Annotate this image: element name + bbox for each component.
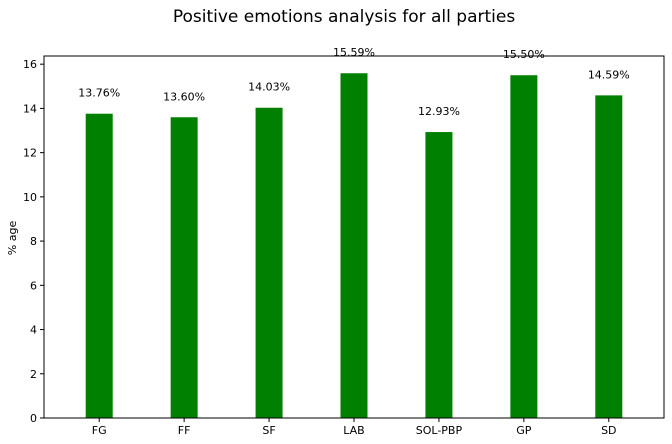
- x-tick-label: LAB: [343, 424, 364, 437]
- data-label: 13.76%: [78, 87, 120, 100]
- bar-series: [85, 73, 623, 419]
- y-tick-label: 4: [30, 324, 37, 337]
- x-tick-label: SOL-PBP: [416, 424, 463, 437]
- data-labels: 13.76% 13.60% 14.03% 15.59% 12.93% 15.50% 14.5…: [78, 46, 630, 118]
- y-tick-label: 16: [23, 58, 37, 71]
- y-tick-label: 12: [23, 147, 37, 160]
- y-tick-label: 2: [30, 368, 37, 381]
- plot-frame: [43, 55, 665, 419]
- y-tick-label: 8: [30, 235, 37, 248]
- data-label: 15.50%: [503, 48, 545, 61]
- bar: [255, 107, 283, 418]
- bar: [510, 75, 538, 418]
- y-tick-label: 14: [23, 102, 37, 115]
- y-tick-label: 0: [30, 412, 37, 425]
- y-tick-label: 10: [23, 191, 37, 204]
- chart-title: Positive emotions analysis for all parti…: [173, 7, 516, 27]
- bar: [425, 132, 453, 418]
- data-label: 15.59%: [333, 46, 375, 59]
- data-label: 14.59%: [588, 68, 630, 81]
- x-tick-label: GP: [516, 424, 532, 437]
- bar: [85, 113, 113, 418]
- bar: [170, 117, 198, 419]
- bar: [595, 95, 623, 419]
- y-axis-ticks: 0 2 4 6 8 10 12 14 16: [23, 58, 44, 425]
- bar: [340, 73, 368, 418]
- y-tick-label: 6: [30, 279, 37, 292]
- x-tick-label: FG: [92, 424, 107, 437]
- x-axis-ticks: FG FF SF LAB SOL-PBP GP SD: [92, 418, 617, 437]
- data-label: 14.03%: [248, 81, 290, 94]
- x-tick-label: SD: [601, 424, 616, 437]
- data-label: 12.93%: [418, 105, 460, 118]
- y-axis-label: % age: [6, 221, 19, 256]
- x-tick-label: FF: [178, 424, 191, 437]
- x-tick-label: SF: [262, 424, 275, 437]
- data-label: 13.60%: [163, 90, 205, 103]
